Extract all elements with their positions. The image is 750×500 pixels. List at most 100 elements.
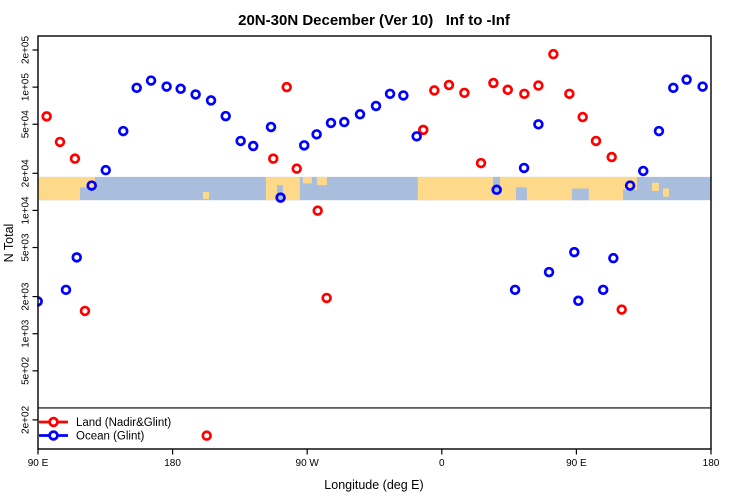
data-point-ocean <box>325 117 337 129</box>
data-point-land <box>268 153 279 164</box>
data-point-land <box>41 111 52 122</box>
plot-border <box>37 35 712 450</box>
data-point-ocean <box>175 83 186 95</box>
x-tick-label: 90 W <box>296 458 320 469</box>
data-point-ocean <box>509 284 521 296</box>
data-point-land <box>291 163 302 174</box>
y-tick-label: 2e+02 <box>21 405 32 434</box>
chart-title: 20N-30N December (Ver 10) Inf to -Inf <box>238 12 511 29</box>
axes: 90 E 180 90 W 0 90 E 180 2e+05 1e+05 5e+04 2e+04 1… <box>21 36 720 469</box>
x-tick-label: 0 <box>439 458 445 469</box>
data-point-ocean <box>100 164 111 176</box>
data-point-ocean <box>117 125 129 137</box>
data-point-ocean <box>697 81 708 92</box>
data-point-land <box>533 80 544 91</box>
data-point-ocean <box>205 95 217 106</box>
data-point-ocean <box>668 82 679 94</box>
legend-label-ocean: Ocean (Glint) <box>76 431 145 443</box>
data-point-ocean <box>384 88 396 100</box>
data-point-land <box>548 48 559 60</box>
data-point-ocean <box>411 131 422 142</box>
data-point-land <box>502 84 514 96</box>
data-point-ocean <box>86 180 97 191</box>
data-point-ocean <box>638 165 649 177</box>
data-point-land <box>201 430 212 441</box>
data-point-land <box>443 79 455 91</box>
map-land-segment <box>623 176 637 190</box>
data-point-ocean <box>573 295 584 307</box>
map-strip <box>38 176 711 201</box>
data-point-land <box>488 77 499 89</box>
data-point-land <box>281 81 292 93</box>
data-point-ocean <box>398 90 409 101</box>
data-points <box>37 48 708 441</box>
y-tick-label: 5e+04 <box>21 110 32 139</box>
data-point-ocean <box>60 284 72 296</box>
map-land-segment <box>651 182 659 191</box>
map-land-segment <box>202 192 209 200</box>
data-point-land <box>321 292 332 304</box>
data-point-ocean <box>681 74 692 85</box>
y-tick-label: 2e+05 <box>21 36 32 65</box>
legend-label-land: Land (Nadir&Glint) <box>76 417 171 429</box>
data-point-ocean <box>597 284 609 296</box>
data-point-ocean <box>298 140 310 151</box>
map-land-segment <box>38 176 81 201</box>
data-point-land <box>69 153 81 164</box>
data-point-ocean <box>145 75 157 86</box>
data-point-land <box>429 85 440 96</box>
y-axis-title: N Total <box>2 224 16 263</box>
legend-marker-ocean-icon <box>48 430 59 441</box>
data-point-ocean <box>653 125 665 137</box>
data-point-ocean <box>131 82 142 94</box>
map-ocean-inlet <box>515 187 527 201</box>
y-tick-label: 1e+04 <box>21 196 32 225</box>
y-tick-label: 2e+03 <box>21 282 32 311</box>
map-land-segment <box>316 176 327 186</box>
y-tick-label: 1e+03 <box>21 319 32 348</box>
data-point-ocean <box>265 121 277 133</box>
data-point-ocean <box>311 129 322 140</box>
data-point-land <box>564 88 575 100</box>
data-point-ocean <box>161 81 172 92</box>
map-land-segment <box>662 188 669 197</box>
y-tick-label: 5e+03 <box>21 233 32 262</box>
data-point-ocean <box>370 100 382 112</box>
data-point-ocean <box>354 109 366 120</box>
data-point-ocean <box>275 192 286 203</box>
data-point-ocean <box>608 252 619 264</box>
data-point-ocean <box>543 266 555 278</box>
data-point-land <box>418 124 429 136</box>
data-point-land <box>606 151 617 163</box>
data-point-ocean <box>518 162 530 174</box>
legend-marker-land-icon <box>48 416 59 428</box>
data-point-ocean <box>71 252 82 263</box>
y-tick-label: 1e+05 <box>21 73 32 102</box>
data-point-land <box>519 88 530 100</box>
x-tick-label: 180 <box>703 458 720 469</box>
data-point-ocean <box>190 89 201 100</box>
data-point-land <box>79 305 91 317</box>
data-point-ocean <box>624 180 636 191</box>
data-point-ocean <box>569 246 580 258</box>
legend: Land (Nadir&Glint) Ocean (Glint) <box>39 416 171 443</box>
data-point-ocean <box>247 140 259 152</box>
map-land-segment <box>302 176 312 184</box>
data-point-land <box>475 157 487 169</box>
data-point-ocean <box>491 184 502 196</box>
x-axis-title: Longitude (deg E) <box>324 478 423 492</box>
data-point-land <box>54 136 66 148</box>
x-tick-label: 90 E <box>28 458 49 469</box>
data-point-ocean <box>339 116 350 128</box>
data-point-land <box>616 304 627 315</box>
data-point-ocean <box>533 119 544 130</box>
map-land-segment <box>80 176 95 188</box>
data-point-land <box>577 111 588 123</box>
data-point-ocean <box>235 135 246 147</box>
y-tick-label: 5e+02 <box>21 356 32 385</box>
x-tick-label: 180 <box>164 458 181 469</box>
x-tick-label: 90 E <box>566 458 587 469</box>
data-point-land <box>590 135 602 147</box>
